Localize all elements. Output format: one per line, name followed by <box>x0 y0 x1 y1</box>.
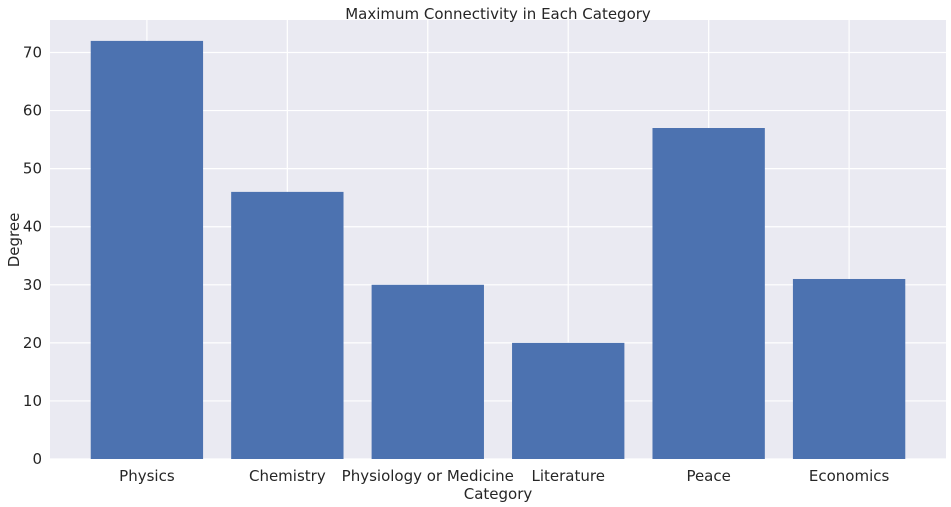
y-tick-label: 10 <box>23 392 42 410</box>
bar-chemistry <box>231 191 344 459</box>
y-tick-label: 30 <box>23 276 42 294</box>
y-tick-label: 20 <box>23 334 42 352</box>
x-axis-title: Category <box>464 485 533 503</box>
y-tick-label: 60 <box>23 102 42 120</box>
y-tick-labels: 0 10 20 30 40 50 60 70 <box>23 44 42 468</box>
x-tick-label: Chemistry <box>249 467 326 485</box>
x-tick-label: Physics <box>119 467 175 485</box>
x-tick-label: Peace <box>686 467 730 485</box>
y-tick-label: 50 <box>23 160 42 178</box>
bar-physiology-or-medicine <box>371 284 484 459</box>
bar-physics <box>90 40 204 460</box>
x-tick-labels: Physics Chemistry Physiology or Medicine Li… <box>119 467 889 485</box>
y-axis-title: Degree <box>5 213 23 268</box>
x-tick-label: Literature <box>531 467 604 485</box>
y-tick-label: 0 <box>32 450 42 468</box>
bar-economics <box>792 278 906 459</box>
x-tick-label: Physiology or Medicine <box>342 467 514 485</box>
chart-title: Maximum Connectivity in Each Category <box>345 5 651 23</box>
x-tick-label: Economics <box>809 467 890 485</box>
y-tick-label: 40 <box>23 218 42 236</box>
bar-peace <box>652 128 765 459</box>
bar-literature <box>512 342 625 459</box>
y-tick-label: 70 <box>23 44 42 62</box>
bars <box>90 40 906 460</box>
